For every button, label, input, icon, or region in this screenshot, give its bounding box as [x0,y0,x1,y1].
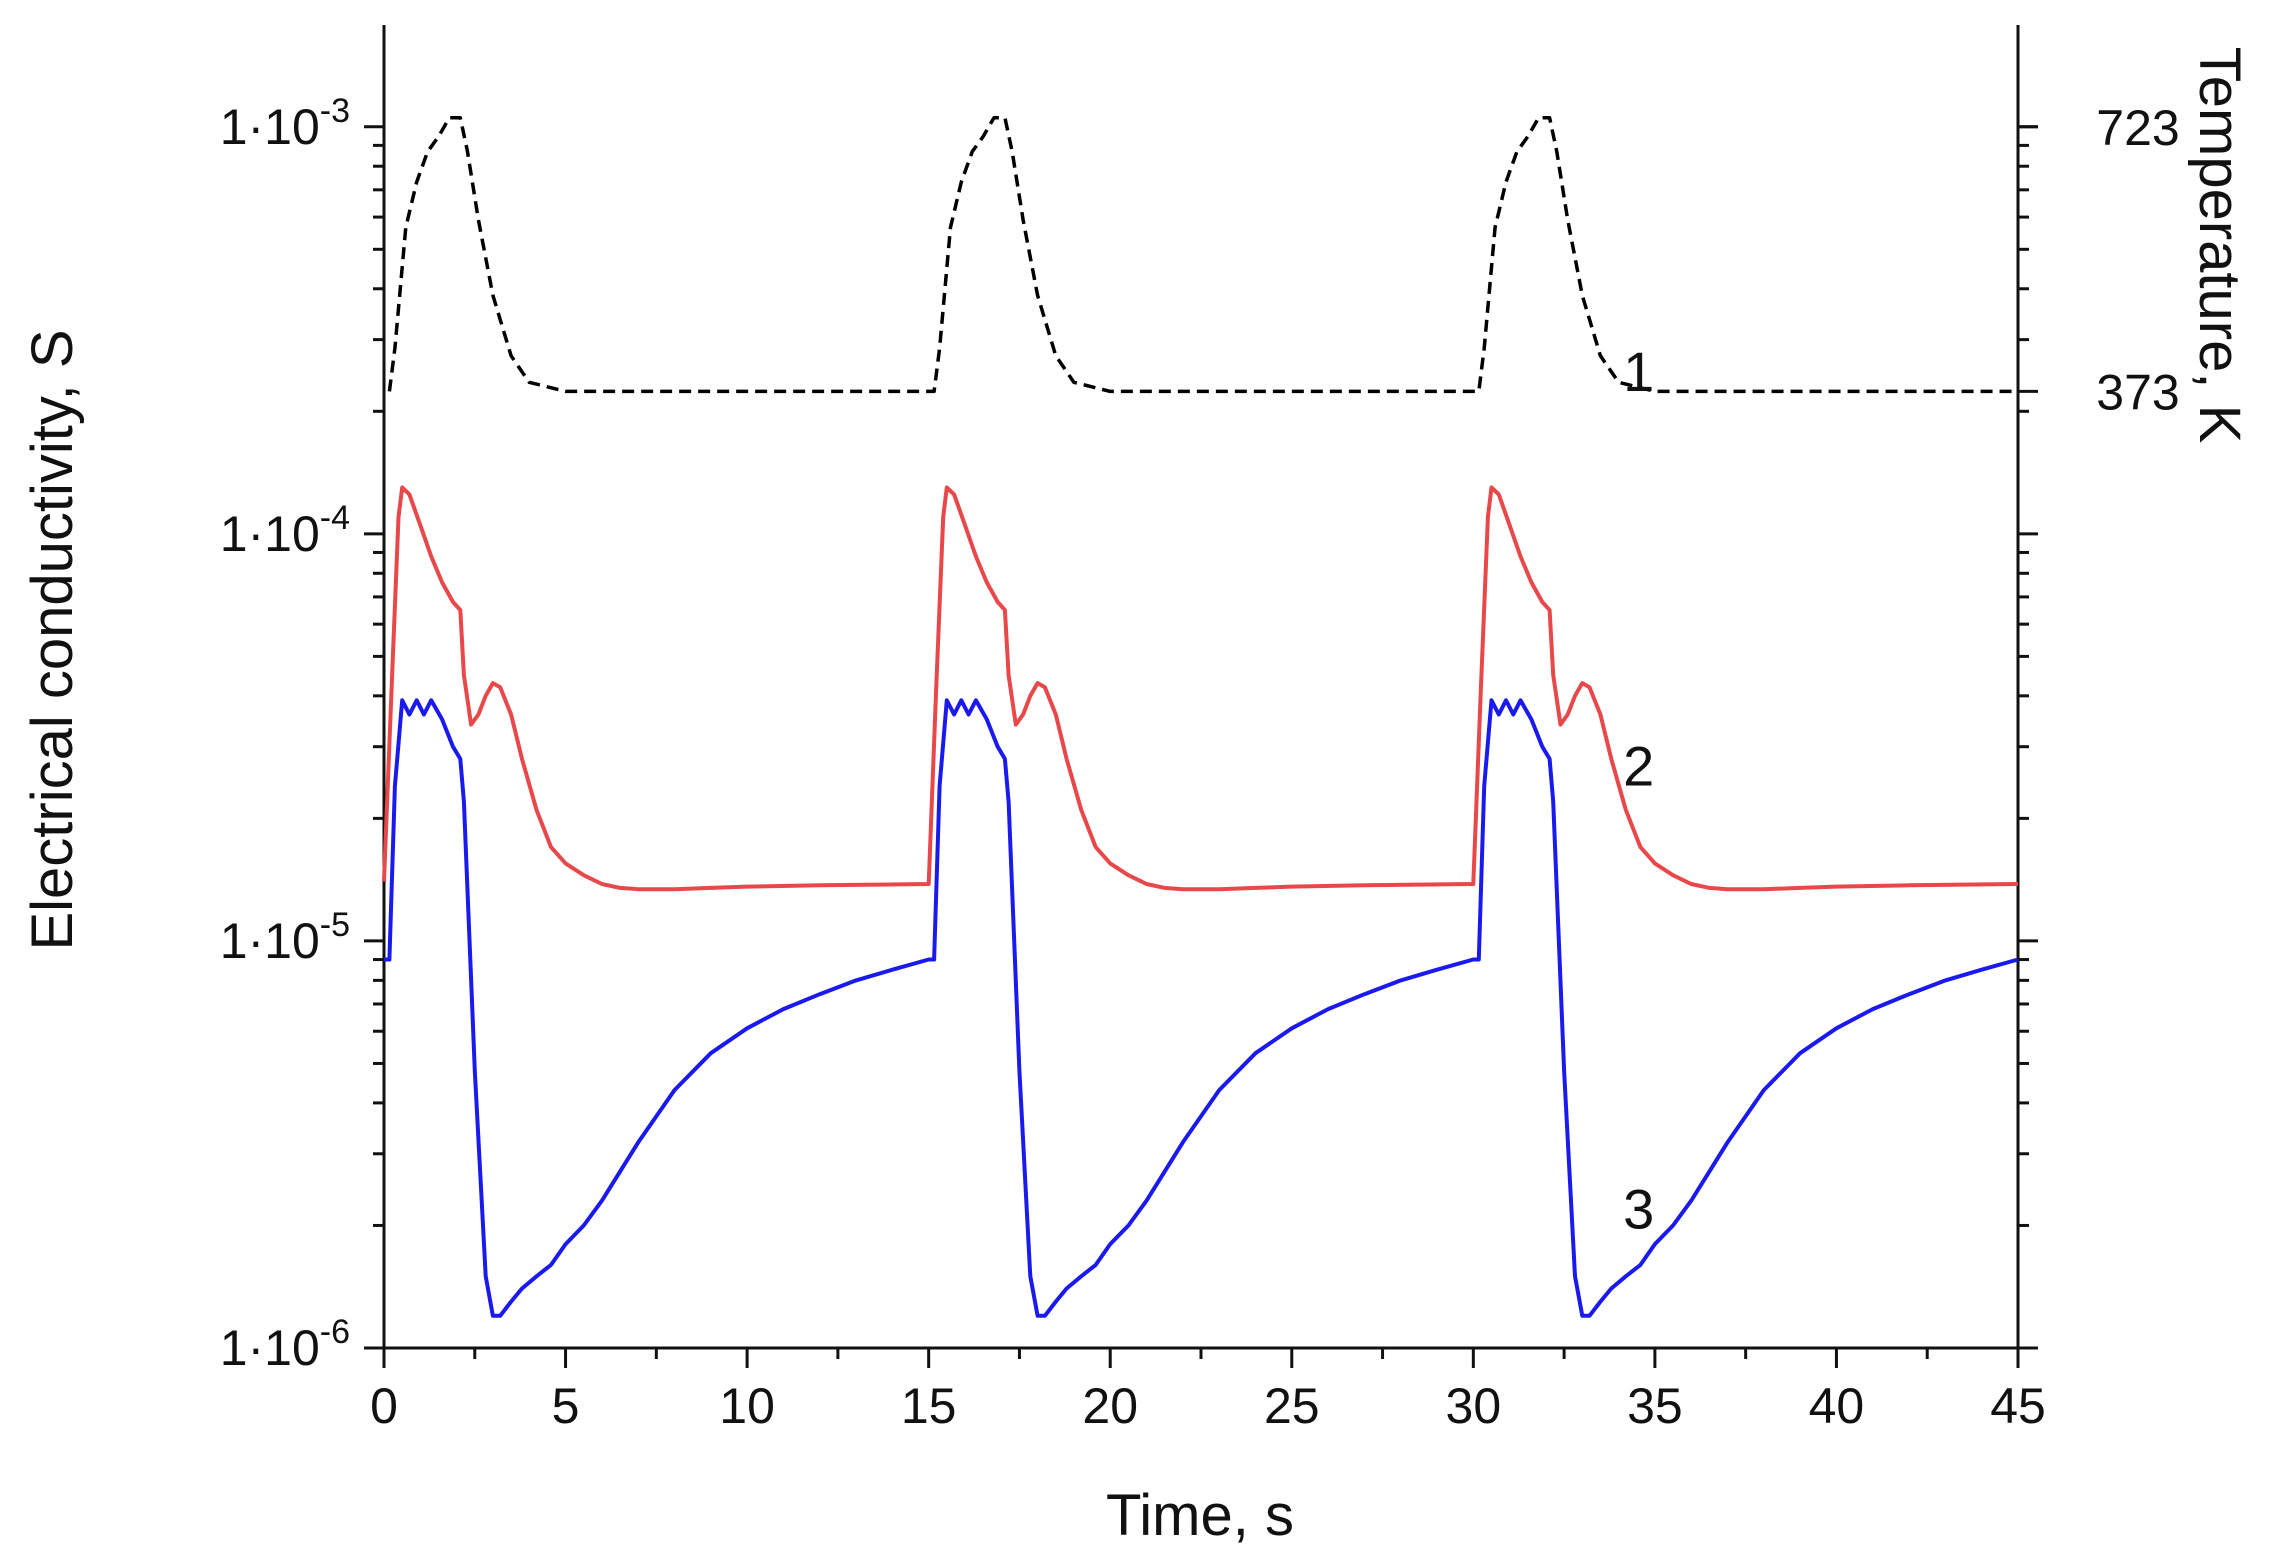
y-tick-label: 1·10-6 [220,1313,350,1376]
x-tick-label: 0 [370,1378,398,1434]
x-tick-label: 35 [1627,1378,1683,1434]
series-group [382,115,2019,1318]
y-tick-label: 1·10-5 [220,906,350,969]
x-tick-label: 15 [901,1378,957,1434]
series-line-2 [382,485,2019,892]
x-tick-label: 40 [1809,1378,1865,1434]
x-tick-label: 25 [1264,1378,1320,1434]
series-line-3 [384,698,2019,1318]
y2-axis-title: Temperature, K [2187,47,2252,444]
x-tick-label: 45 [1990,1378,2046,1434]
curve-label-3: 3 [1623,1178,1654,1241]
y2-tick-label: 723 [2096,100,2179,156]
series-line-1 [387,115,2018,394]
y-tick-label: 1·10-4 [220,499,350,562]
x-axis-title: Time, s [1106,1483,1294,1548]
curve-label-1: 1 [1623,340,1654,403]
x-tick-label: 5 [552,1378,580,1434]
y-axis-title: Electrical conductivity, S [20,329,85,950]
x-tick-label: 20 [1082,1378,1138,1434]
x-tick-label: 30 [1446,1378,1502,1434]
labels-group: 1 2 3 [1623,340,1654,1241]
x-tick-label: 10 [719,1378,775,1434]
y-tick-label: 1·10-3 [220,92,350,155]
curve-label-2: 2 [1623,734,1654,797]
y2-tick-label: 373 [2096,364,2179,420]
